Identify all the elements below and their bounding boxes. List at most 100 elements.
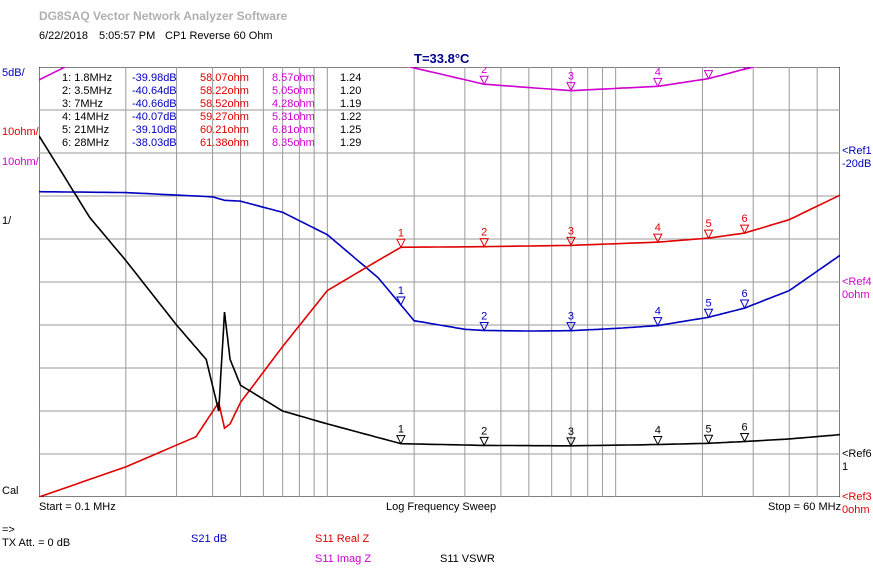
- marker-number: 1: [398, 227, 404, 239]
- trace-s11-real-z: [39, 194, 840, 497]
- marker-vswr: 1.19: [340, 98, 362, 110]
- marker-triangle: [396, 296, 406, 307]
- marker-triangle: [566, 82, 576, 92]
- marker-label: 1: 1.8MHz: [62, 72, 113, 84]
- marker-triangle: [396, 435, 406, 445]
- ref6-value: 1: [842, 461, 849, 473]
- measurement-time: 5:05:57 PM: [99, 30, 156, 42]
- marker-label: 4: 14MHz: [62, 111, 110, 123]
- temperature-readout: T=33.8°C: [414, 51, 470, 66]
- marker-number: 4: [655, 67, 661, 78]
- marker-s21: -40.66dB: [132, 98, 177, 110]
- marker-imagz: 5.31ohm: [272, 111, 315, 123]
- ref1-value: -20dB: [842, 158, 872, 170]
- marker-number: 1: [398, 424, 404, 436]
- marker-number: 2: [481, 311, 487, 323]
- ref3-label: <Ref3: [842, 491, 872, 503]
- marker-vswr: 1.25: [340, 124, 362, 136]
- marker-realz: 58.52ohm: [200, 98, 249, 110]
- marker-triangle: [479, 322, 489, 332]
- status-arrow: =>: [2, 524, 15, 536]
- marker-triangle: [479, 238, 489, 248]
- marker-realz: 60.21ohm: [200, 124, 249, 136]
- marker-realz: 58.07ohm: [200, 72, 249, 84]
- marker-label: 5: 21MHz: [62, 124, 110, 136]
- marker-triangle: [739, 224, 750, 235]
- ref3-value: 0ohm: [842, 504, 870, 516]
- marker-triangle: [479, 436, 489, 447]
- marker-triangle: [652, 77, 663, 88]
- marker-triangle: [652, 436, 663, 446]
- sweep-stop: Stop = 60 MHz: [768, 501, 842, 513]
- cal-label: Cal: [2, 485, 19, 497]
- marker-number: 5: [705, 423, 711, 435]
- ref4-label: <Ref4: [842, 276, 872, 288]
- marker-triangle: [566, 322, 576, 332]
- marker-number: 2: [481, 67, 487, 76]
- marker-label: 3: 7MHz: [62, 98, 103, 110]
- marker-imagz: 8.57ohm: [272, 72, 315, 84]
- marker-triangle: [739, 299, 750, 310]
- marker-triangle: [703, 434, 714, 445]
- app-title: DG8SAQ Vector Network Analyzer Software: [39, 9, 288, 23]
- marker-s21: -38.03dB: [132, 137, 177, 149]
- marker-s21: -40.07dB: [132, 111, 177, 123]
- marker-s21: -39.10dB: [132, 124, 177, 136]
- ref6-label: <Ref6: [842, 448, 872, 460]
- marker-triangle: [652, 233, 663, 244]
- marker-triangle: [652, 317, 663, 327]
- marker-imagz: 8.35ohm: [272, 137, 315, 149]
- marker-number: 3: [568, 311, 574, 323]
- marker-number: 6: [742, 213, 748, 225]
- marker-triangle: [703, 308, 714, 319]
- ref1-label: <Ref1: [842, 145, 872, 157]
- marker-triangle: [703, 70, 714, 80]
- vna-plot: 123456123456123456123456: [39, 67, 840, 497]
- marker-label: 2: 3.5MHz: [62, 85, 113, 97]
- marker-triangle: [566, 437, 576, 447]
- marker-s21: -39.98dB: [132, 72, 177, 84]
- marker-number: 2: [481, 227, 487, 239]
- marker-s21: -40.64dB: [132, 85, 177, 97]
- marker-number: 4: [655, 222, 661, 234]
- sweep-mode: Log Frequency Sweep: [386, 501, 497, 513]
- marker-imagz: 4.28ohm: [272, 98, 315, 110]
- marker-triangle: [566, 236, 576, 247]
- marker-number: 2: [481, 425, 487, 437]
- trace-s11-imag-z: [39, 67, 758, 92]
- marker-number: 5: [705, 67, 711, 71]
- marker-number: 3: [568, 71, 574, 83]
- realz-scale-label: 10ohm/: [2, 126, 39, 138]
- marker-realz: 61.38ohm: [200, 137, 249, 149]
- s21-scale-label: 5dB/: [2, 67, 25, 79]
- marker-realz: 58.22ohm: [200, 85, 249, 97]
- legend-s11-imagz[interactable]: S11 Imag Z: [315, 553, 372, 565]
- marker-label: 6: 28MHz: [62, 137, 110, 149]
- marker-number: 6: [742, 288, 748, 300]
- measurement-date: 6/22/2018: [39, 30, 88, 42]
- marker-number: 4: [655, 306, 661, 318]
- marker-triangle: [479, 75, 489, 86]
- legend-s21-db[interactable]: S21 dB: [191, 533, 228, 545]
- legend-s11-vswr[interactable]: S11 VSWR: [440, 553, 495, 565]
- marker-vswr: 1.29: [340, 137, 362, 149]
- marker-number: 6: [742, 422, 748, 434]
- marker-vswr: 1.24: [340, 72, 362, 84]
- vswr-scale-label: 1/: [2, 215, 12, 227]
- marker-number: 3: [568, 225, 574, 237]
- marker-number: 3: [568, 426, 574, 438]
- marker-vswr: 1.22: [340, 111, 362, 123]
- tx-attenuation: TX Att. = 0 dB: [2, 537, 71, 549]
- marker-triangle: [739, 433, 750, 443]
- marker-number: 5: [705, 297, 711, 309]
- legend-s11-realz[interactable]: S11 Real Z: [315, 533, 370, 545]
- marker-vswr: 1.20: [340, 85, 362, 97]
- marker-imagz: 6.81ohm: [272, 124, 315, 136]
- measurement-name: CP1 Reverse 60 Ohm: [165, 30, 273, 42]
- marker-realz: 59.27ohm: [200, 111, 249, 123]
- marker-triangle: [396, 238, 406, 249]
- marker-number: 5: [705, 218, 711, 230]
- marker-number: 1: [398, 285, 404, 297]
- ref4-value: 0ohm: [842, 289, 870, 301]
- sweep-start: Start = 0.1 MHz: [39, 501, 116, 513]
